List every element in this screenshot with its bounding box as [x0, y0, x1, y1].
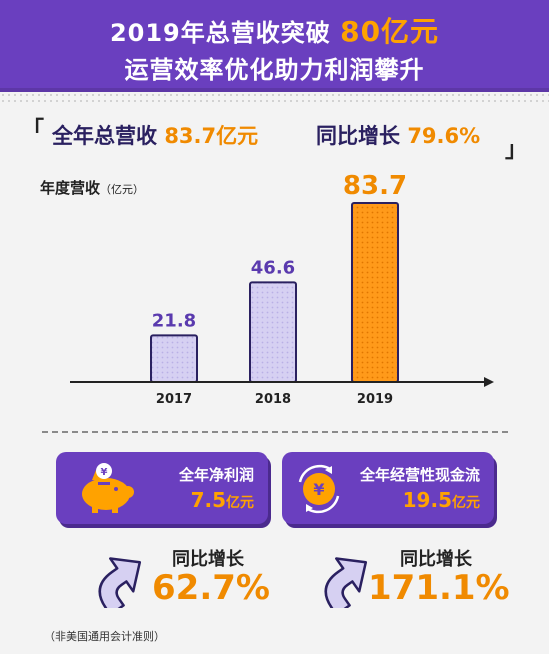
- left-corner-bracket: 「: [22, 118, 45, 143]
- bar-texture-2019: [353, 204, 397, 381]
- right-corner-bracket: 」: [505, 138, 528, 163]
- dashed-separator: [42, 431, 508, 433]
- x-tick-label-2019: 2019: [357, 392, 393, 407]
- footnote: （非美国通用会计准则）: [44, 630, 165, 643]
- x-tick-label-2017: 2017: [156, 392, 192, 407]
- net-profit-yoy-value: 62.7%: [152, 568, 270, 608]
- net-profit-yoy-label: 同比增长: [172, 549, 244, 570]
- banner-line-1: 2019年总营收突破 80亿元: [0, 10, 549, 50]
- bar-texture-2018: [251, 283, 295, 381]
- net-profit-amount: 7.5亿元: [191, 488, 254, 512]
- banner-line-1-prefix: 2019年总营收突破: [109, 19, 331, 47]
- cash-flow-yoy-value: 171.1%: [368, 568, 510, 608]
- piggy-bank-icon: ¥: [82, 463, 134, 513]
- headline-revenue: 全年总营收 83.7亿元: [52, 120, 258, 150]
- headline-growth: 同比增长 79.6%: [316, 120, 480, 150]
- data-label-2019: 83.7: [343, 171, 407, 201]
- headline-revenue-value: 83.7亿元: [164, 124, 259, 148]
- headline-revenue-label: 全年总营收: [52, 124, 157, 148]
- svg-text:¥: ¥: [313, 480, 324, 499]
- cash-flow-yoy-label: 同比增长: [400, 549, 472, 570]
- cash-flow-title: 全年经营性现金流: [359, 466, 480, 484]
- cash-flow-card: ¥ 全年经营性现金流 19.5亿元: [282, 452, 494, 524]
- cash-flow-yuan-icon: ¥: [298, 464, 340, 514]
- revenue-bar-chart: 21.8 2017 46.6 2018 83.7 2019: [70, 171, 494, 407]
- cash-flow-amount: 19.5亿元: [403, 488, 480, 512]
- x-tick-label-2018: 2018: [255, 392, 291, 407]
- bar-texture-2017: [152, 336, 196, 381]
- data-label-2017: 21.8: [152, 310, 196, 331]
- net-profit-title: 全年净利润: [178, 466, 254, 484]
- headline-growth-value: 79.6%: [407, 124, 481, 148]
- headline-growth-label: 同比增长: [316, 124, 400, 148]
- net-profit-value: 7.5: [190, 488, 226, 512]
- cash-flow-unit: 亿元: [452, 495, 480, 511]
- dot-pattern-divider: [0, 92, 549, 102]
- net-profit-unit: 亿元: [226, 495, 254, 511]
- chart-title-text: 年度营收: [40, 179, 101, 197]
- net-profit-card: ¥ 全年净利润 7.5亿元: [56, 452, 268, 524]
- banner-line-2: 运营效率优化助力利润攀升: [124, 56, 425, 84]
- cash-flow-value: 19.5: [402, 488, 452, 512]
- title-banner: 2019年总营收突破 80亿元 运营效率优化助力利润攀升: [0, 0, 549, 92]
- x-axis-arrow: [484, 377, 494, 387]
- svg-text:¥: ¥: [101, 467, 108, 478]
- growth-arrow-icon: [98, 557, 142, 608]
- banner-line-1-highlight: 80亿元: [340, 15, 440, 48]
- data-label-2018: 46.6: [251, 257, 295, 278]
- chart-unit: （亿元）: [100, 183, 145, 196]
- growth-arrow-icon: [324, 557, 368, 608]
- chart-title: 年度营收（亿元）: [40, 177, 144, 198]
